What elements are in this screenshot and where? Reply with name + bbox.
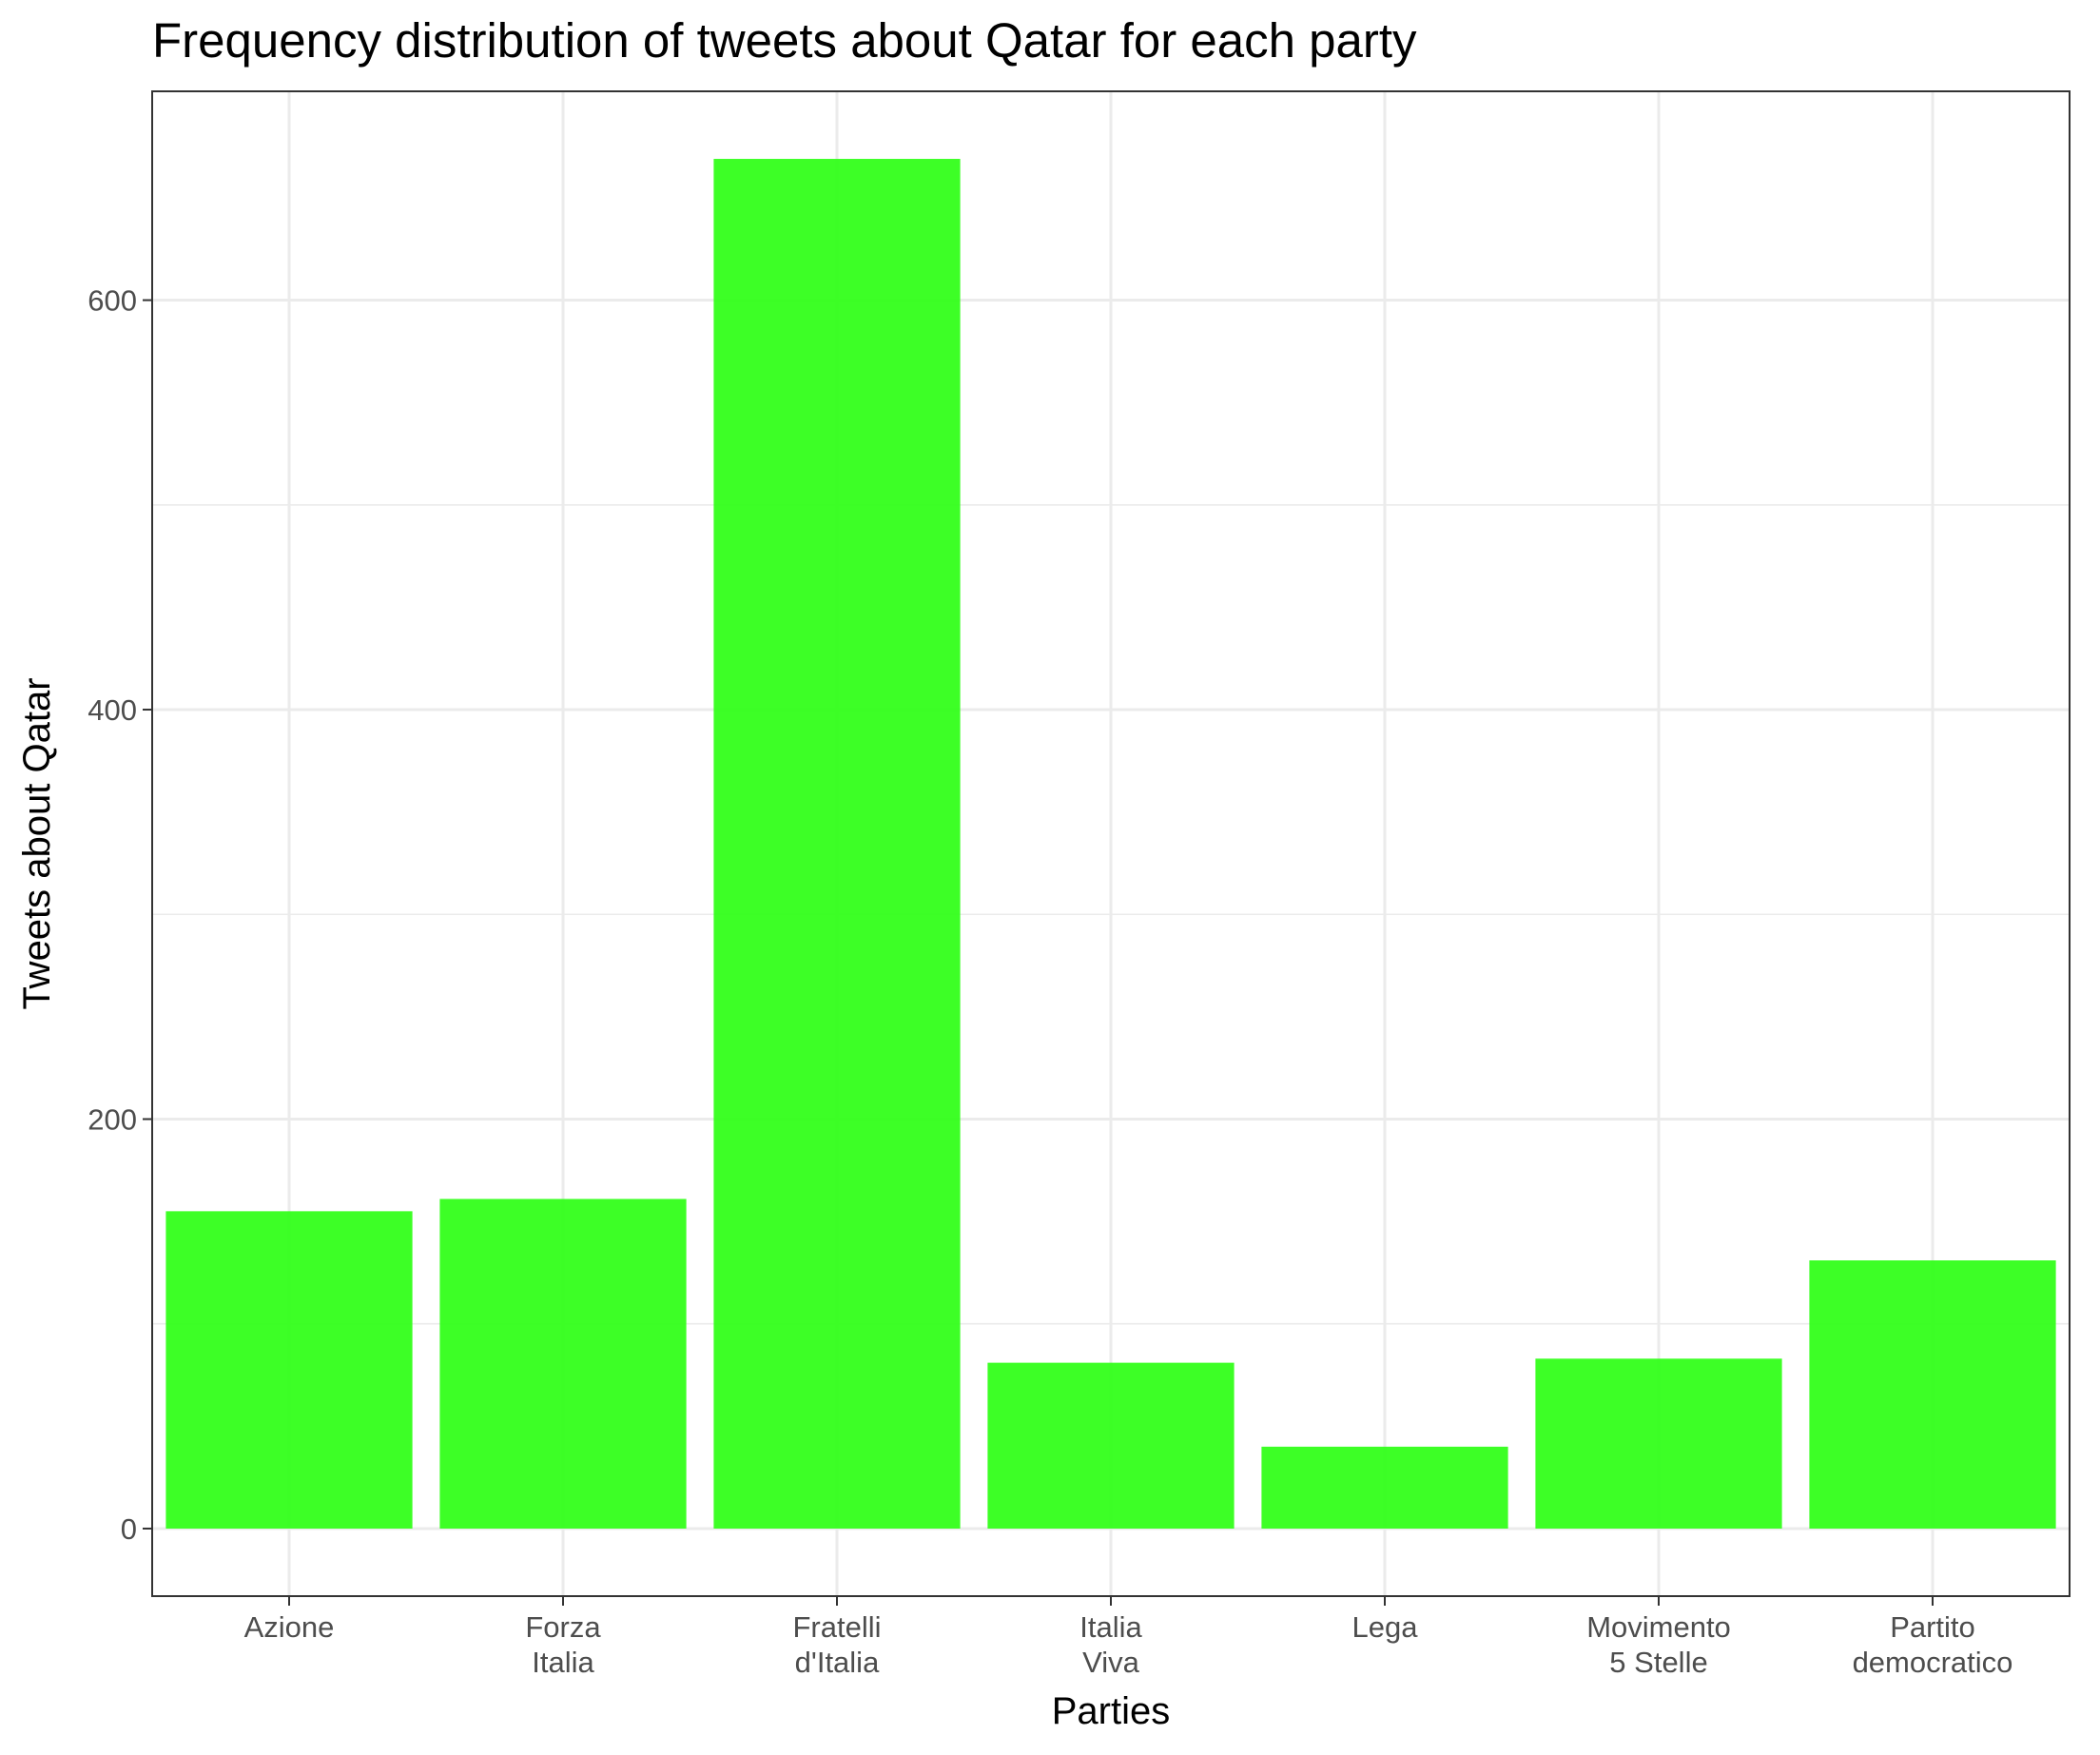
x-tick-label-line: democratico [1853, 1646, 2013, 1679]
x-tick-label-line: 5 Stelle [1609, 1646, 1707, 1679]
x-tick-label-line: Azione [244, 1610, 335, 1644]
bar [1809, 1260, 2056, 1529]
x-tick-label-line: Italia [1079, 1610, 1142, 1644]
y-tick-label: 600 [88, 284, 137, 318]
bar [1535, 1358, 1782, 1529]
x-tick-label-line: d'Italia [795, 1646, 880, 1679]
x-tick-label-line: Italia [532, 1646, 594, 1679]
x-tick-label: Lega [1352, 1610, 1419, 1644]
x-tick-label: Partito democratico [1853, 1610, 2013, 1679]
y-axis-title: Tweets about Qatar [16, 677, 58, 1009]
x-tick-label-line: Viva [1082, 1646, 1140, 1679]
bar [165, 1211, 413, 1529]
bar [713, 159, 961, 1529]
bar [1261, 1446, 1508, 1529]
x-tick-label-line: Fratelli [792, 1610, 881, 1644]
x-tick-label-line: Lega [1352, 1610, 1419, 1644]
y-tick-label: 200 [88, 1102, 137, 1136]
chart-title: Frequency distribution of tweets about Q… [152, 13, 1417, 68]
y-axis: 0 200 400 600 [88, 284, 152, 1546]
y-tick-label: 400 [88, 693, 137, 727]
x-tick-label: Italia Viva [1079, 1610, 1142, 1679]
x-tick-label-line: Movimento [1586, 1610, 1731, 1644]
bar [439, 1199, 687, 1529]
x-tick-label: Azione [244, 1610, 335, 1644]
y-tick-label: 0 [121, 1512, 137, 1546]
bar-layer [165, 159, 2056, 1529]
x-tick-label: Forza Italia [525, 1610, 601, 1679]
bar [987, 1362, 1235, 1529]
x-tick-label-line: Partito [1890, 1610, 1975, 1644]
x-axis-title: Parties [1052, 1690, 1171, 1732]
x-tick-label: Movimento 5 Stelle [1586, 1610, 1731, 1679]
x-tick-label: Fratelli d'Italia [792, 1610, 881, 1679]
x-tick-label-line: Forza [525, 1610, 601, 1644]
